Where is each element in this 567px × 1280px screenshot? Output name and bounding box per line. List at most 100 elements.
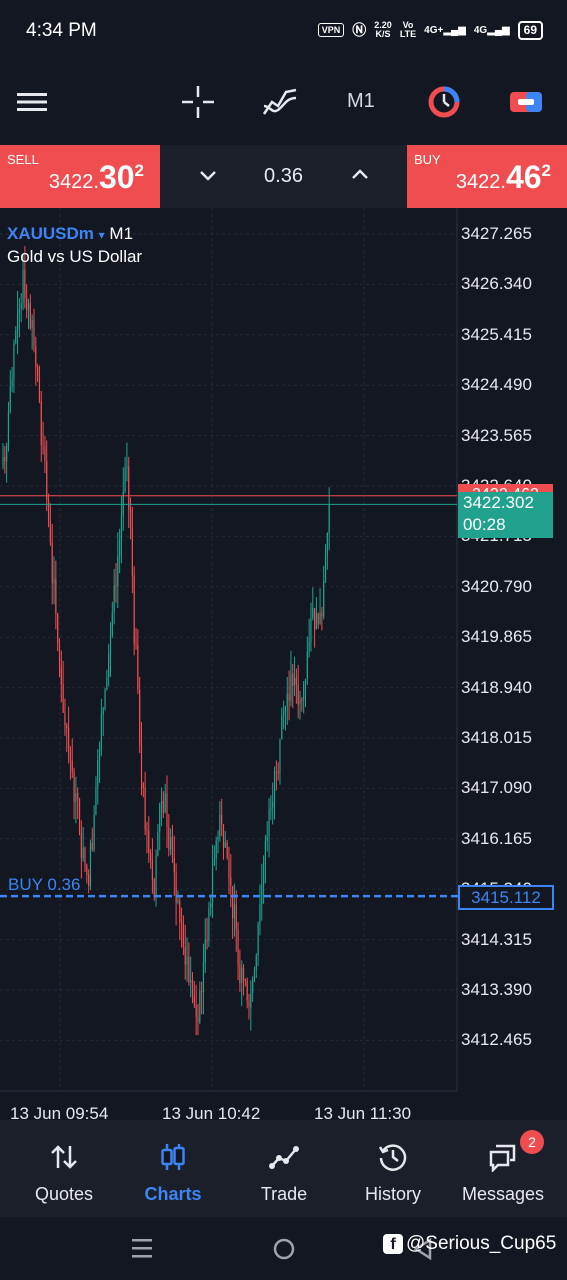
price-axis-label: 3425.415 bbox=[461, 324, 532, 344]
time-axis-label: 13 Jun 10:42 bbox=[162, 1104, 261, 1123]
candle-body bbox=[139, 689, 141, 746]
candle-body bbox=[284, 706, 287, 712]
candle-body bbox=[77, 792, 79, 799]
price-axis-label: 3419.865 bbox=[461, 627, 532, 647]
candle-body bbox=[303, 683, 305, 701]
candle-body bbox=[315, 613, 318, 630]
nav-charts[interactable]: Charts bbox=[118, 1120, 228, 1217]
candle-body bbox=[62, 684, 64, 713]
candle-body bbox=[326, 532, 328, 556]
buy-label: BUY bbox=[414, 152, 441, 167]
candle-body bbox=[226, 842, 228, 858]
signal-4g-icon: 4G▂▄▆ bbox=[473, 24, 510, 36]
candle-body bbox=[42, 445, 44, 447]
symbol-header[interactable]: XAUUSDm ▾ M1 bbox=[7, 224, 133, 244]
chart-style-icon[interactable] bbox=[426, 84, 462, 120]
nfc-icon: Ⓝ bbox=[352, 22, 367, 38]
nav-history[interactable]: History bbox=[338, 1120, 448, 1217]
candle-body bbox=[253, 969, 256, 979]
lot-size-value[interactable]: 0.36 bbox=[264, 165, 303, 187]
candle-body bbox=[310, 618, 312, 642]
candle-body bbox=[146, 829, 148, 831]
position-label[interactable]: BUY 0.36 bbox=[8, 875, 81, 894]
buy-price-pips: 46 bbox=[505, 159, 542, 195]
sell-price-fraction: 2 bbox=[134, 161, 144, 180]
nav-messages[interactable]: 2 Messages bbox=[448, 1120, 558, 1217]
candle-body bbox=[24, 270, 26, 298]
candle-body bbox=[86, 865, 88, 875]
candle-body bbox=[262, 864, 265, 886]
candle-body bbox=[37, 367, 39, 377]
symbol-dropdown-icon[interactable]: ▾ bbox=[98, 228, 105, 242]
nav-trade[interactable]: Trade bbox=[229, 1120, 339, 1217]
candle-body bbox=[57, 613, 59, 644]
candle-body bbox=[108, 654, 110, 678]
candlestick-chart[interactable] bbox=[0, 208, 567, 1120]
candle-body bbox=[6, 444, 8, 462]
candle-body bbox=[232, 885, 234, 919]
sell-button[interactable]: SELL 3422.302 bbox=[0, 145, 160, 208]
chevron-down-icon[interactable] bbox=[198, 165, 218, 185]
lot-size-selector: 0.36 bbox=[160, 145, 407, 208]
candle-body bbox=[314, 608, 316, 630]
candle-body bbox=[29, 302, 31, 329]
candle-body bbox=[153, 879, 155, 897]
crosshair-icon[interactable] bbox=[180, 84, 216, 120]
candle-body bbox=[241, 967, 243, 983]
buy-price-fraction: 2 bbox=[541, 161, 551, 180]
nav-quotes[interactable]: Quotes bbox=[9, 1120, 119, 1217]
candle-body bbox=[106, 677, 108, 690]
home-icon[interactable] bbox=[272, 1237, 296, 1261]
candle-body bbox=[117, 555, 119, 587]
candle-body bbox=[20, 303, 22, 309]
candle-body bbox=[11, 379, 13, 387]
candle-body bbox=[275, 771, 277, 773]
price-axis-label: 3426.340 bbox=[461, 274, 532, 294]
messages-chat-icon bbox=[489, 1144, 516, 1172]
candle-body bbox=[191, 980, 194, 995]
candle-body bbox=[151, 860, 154, 880]
candle-body bbox=[228, 857, 230, 878]
candle-body bbox=[15, 330, 17, 344]
candle-body bbox=[75, 792, 77, 802]
candle-body bbox=[286, 694, 288, 707]
buy-button[interactable]: BUY 3422.462 bbox=[407, 145, 567, 208]
candle-body bbox=[252, 978, 254, 994]
network-speed-unit: K/S bbox=[375, 29, 391, 39]
candle-body bbox=[224, 842, 226, 848]
menu-icon[interactable] bbox=[14, 84, 50, 120]
candle-body bbox=[22, 270, 24, 304]
one-click-trade-panel: SELL 3422.302 0.36 BUY 3422.462 bbox=[0, 145, 567, 208]
candle-body bbox=[219, 815, 221, 837]
timeframe-button[interactable]: M1 bbox=[347, 90, 375, 112]
indicators-icon[interactable] bbox=[262, 84, 298, 120]
candle-body bbox=[290, 673, 292, 701]
back-icon[interactable] bbox=[410, 1237, 434, 1261]
candle-body bbox=[273, 771, 276, 802]
status-time: 4:34 PM bbox=[26, 20, 97, 41]
candle-body bbox=[306, 651, 308, 679]
candle-body bbox=[113, 585, 115, 613]
symbol-name[interactable]: XAUUSDm bbox=[7, 224, 94, 243]
candle-body bbox=[26, 297, 28, 311]
candle-body bbox=[120, 515, 123, 541]
candle-body bbox=[288, 694, 290, 701]
sell-price-pips: 30 bbox=[98, 159, 135, 195]
candle-body bbox=[261, 885, 263, 905]
chevron-up-icon[interactable] bbox=[350, 165, 370, 185]
candle-body bbox=[186, 956, 188, 965]
candle-body bbox=[233, 904, 236, 919]
candle-body bbox=[162, 800, 164, 813]
one-click-trading-icon[interactable] bbox=[508, 84, 544, 120]
nav-trade-label: Trade bbox=[260, 1184, 308, 1204]
candle-body bbox=[166, 793, 168, 828]
candle-body bbox=[16, 313, 19, 331]
price-chart[interactable]: XAUUSDm ▾ M1 Gold vs US Dollar 3427.265 3… bbox=[0, 208, 567, 1123]
candle-body bbox=[137, 645, 139, 690]
candle-body bbox=[197, 1016, 199, 1023]
recent-apps-icon[interactable] bbox=[130, 1237, 154, 1259]
price-axis-label: 3413.390 bbox=[461, 980, 532, 999]
candle-body bbox=[126, 466, 128, 468]
candle-body bbox=[168, 827, 170, 850]
candle-body bbox=[46, 460, 48, 501]
